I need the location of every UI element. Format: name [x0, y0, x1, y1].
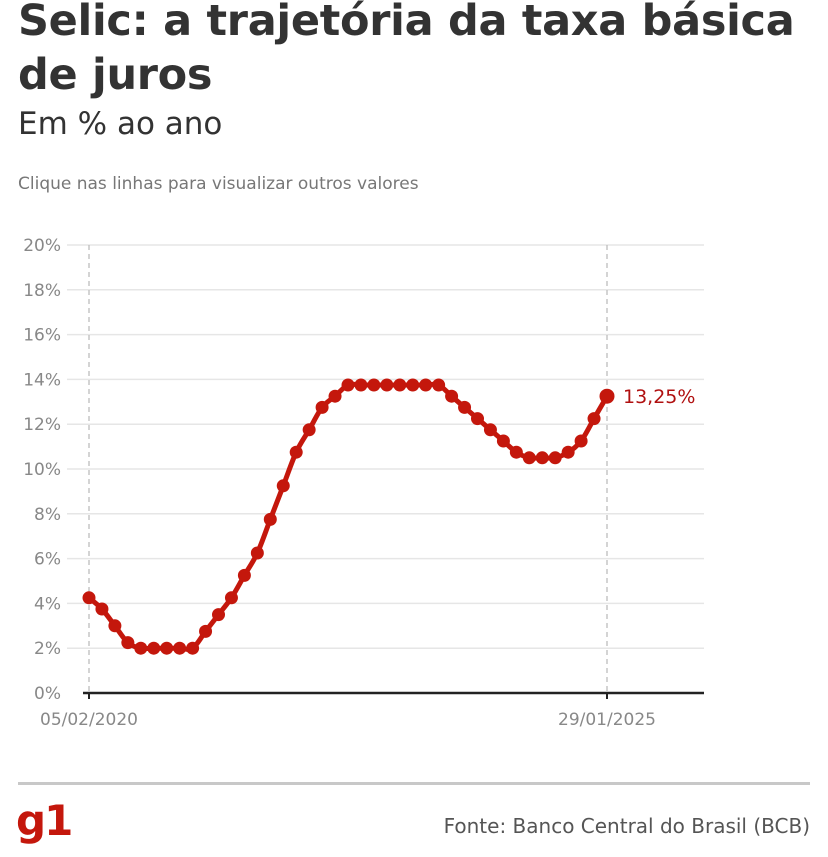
data-point[interactable] [173, 641, 187, 655]
x-tick-label: 29/01/2025 [558, 710, 656, 730]
data-point[interactable] [212, 608, 225, 622]
data-point[interactable] [315, 400, 329, 414]
y-tick-label: 4% [34, 594, 61, 614]
data-point[interactable] [108, 619, 122, 633]
data-point[interactable] [548, 451, 562, 465]
data-source: Fonte: Banco Central do Brasil (BCB) [443, 814, 810, 838]
data-point[interactable] [82, 591, 96, 605]
data-point[interactable] [599, 388, 615, 404]
y-tick-label: 2% [34, 639, 61, 659]
data-point[interactable] [147, 641, 161, 655]
x-tick-label: 05/02/2020 [40, 710, 138, 730]
data-point[interactable] [341, 378, 355, 392]
data-point[interactable] [406, 378, 420, 392]
data-point[interactable] [445, 389, 459, 403]
y-tick-label: 10% [23, 460, 61, 480]
data-point[interactable] [380, 378, 394, 392]
y-tick-label: 18% [23, 281, 61, 301]
data-point[interactable] [328, 389, 342, 403]
interaction-hint: Clique nas linhas para visualizar outros… [18, 174, 419, 194]
data-point[interactable] [134, 641, 148, 655]
selic-line-chart[interactable]: 0% 2% 4% 6% 8% 10% 12% 14% 16% 18% 20% 05/02/2020 29… [0, 225, 828, 745]
data-point[interactable] [354, 378, 368, 392]
data-point[interactable] [289, 445, 303, 459]
g1-logo: g1 [16, 796, 73, 845]
data-point[interactable] [199, 624, 213, 638]
data-point[interactable] [367, 378, 381, 392]
y-tick-label: 0% [34, 684, 61, 704]
data-point[interactable] [522, 451, 536, 465]
y-tick-label: 14% [23, 370, 61, 390]
data-point[interactable] [95, 602, 109, 616]
data-point[interactable] [160, 641, 174, 655]
data-point[interactable] [250, 546, 264, 560]
data-point[interactable] [483, 423, 497, 437]
data-point[interactable] [496, 434, 510, 448]
data-point[interactable] [276, 479, 290, 493]
data-point[interactable] [186, 641, 200, 655]
data-point[interactable] [561, 445, 575, 459]
last-value-label: 13,25% [623, 386, 695, 408]
chart-title: Selic: a trajetória da taxa básica de ju… [18, 0, 795, 100]
data-point[interactable] [224, 591, 238, 605]
data-point[interactable] [471, 412, 484, 426]
data-point[interactable] [574, 434, 588, 448]
data-point[interactable] [393, 378, 407, 392]
data-point[interactable] [535, 451, 549, 465]
y-tick-label: 12% [23, 415, 61, 435]
data-point[interactable] [458, 400, 472, 414]
y-tick-label: 6% [34, 550, 61, 570]
data-point[interactable] [121, 636, 135, 650]
data-point[interactable] [237, 568, 251, 582]
data-point[interactable] [587, 412, 601, 426]
data-point[interactable] [419, 378, 433, 392]
data-point[interactable] [509, 445, 523, 459]
y-tick-label: 20% [23, 236, 61, 256]
y-tick-label: 8% [34, 505, 61, 525]
data-point[interactable] [302, 423, 316, 437]
data-point[interactable] [432, 378, 446, 392]
data-point[interactable] [263, 512, 277, 526]
chart-subtitle: Em % ao ano [18, 106, 223, 142]
footer-divider [18, 782, 810, 785]
y-tick-label: 16% [23, 326, 61, 346]
